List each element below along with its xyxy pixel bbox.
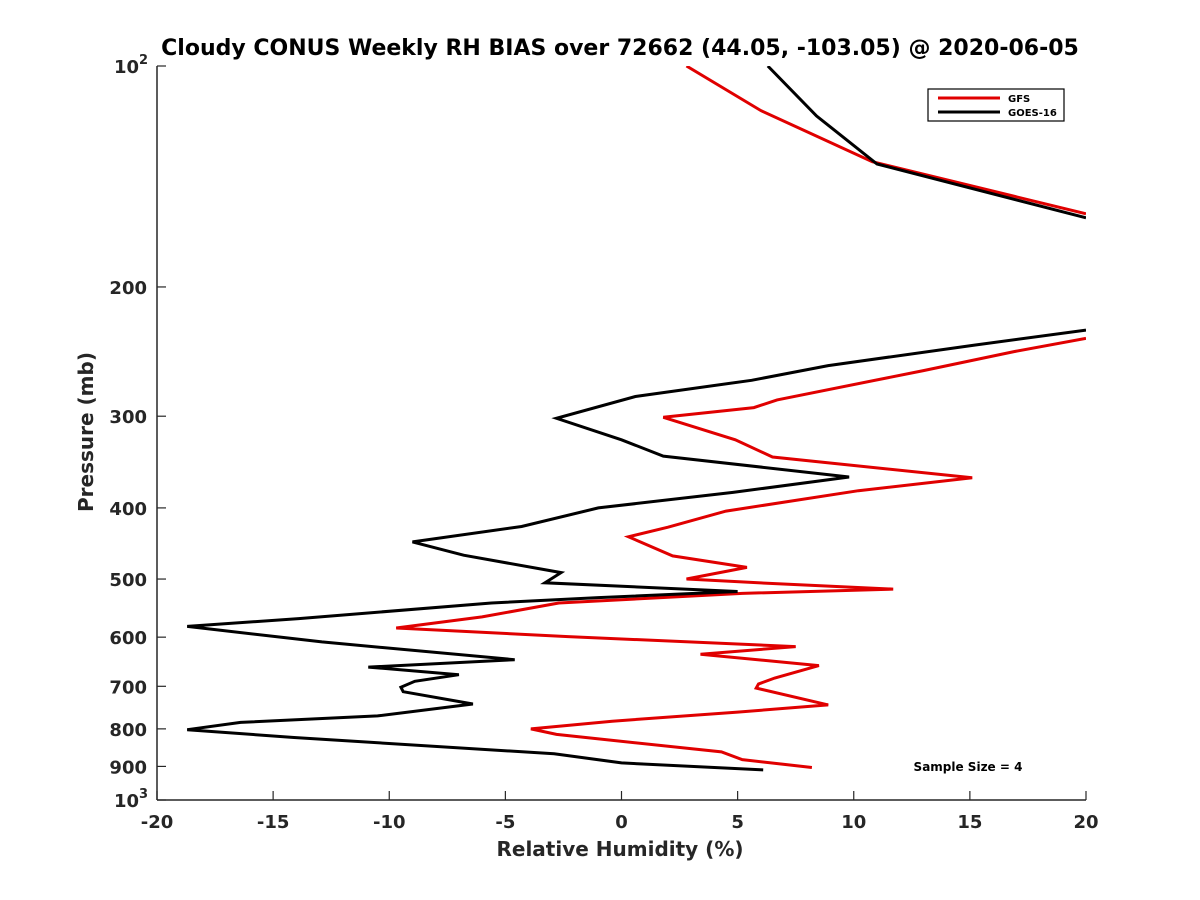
- legend-label: GFS: [1008, 94, 1030, 105]
- y-tick-label: 600: [109, 628, 147, 649]
- y-tick-label: 10: [114, 791, 139, 812]
- y-tick-label: 400: [109, 499, 147, 520]
- series-line-goes-16: [766, 66, 1086, 220]
- y-tick-exponent: 3: [139, 787, 148, 802]
- chart-title: Cloudy CONUS Weekly RH BIAS over 72662 (…: [161, 36, 1079, 61]
- y-tick-label: 700: [109, 677, 147, 698]
- series-lines: [186, 66, 1086, 772]
- y-tick-exponent: 2: [139, 53, 148, 68]
- y-tick-label: 900: [109, 757, 147, 778]
- y-tick-label: 200: [109, 278, 147, 299]
- x-tick-label: -5: [495, 812, 515, 833]
- x-tick-label: -20: [141, 812, 174, 833]
- series-line-goes-16: [186, 328, 1086, 772]
- x-tick-label: -10: [373, 812, 406, 833]
- sample-size-annotation: Sample Size = 4: [914, 760, 1023, 774]
- y-tick-label: 500: [109, 570, 147, 591]
- legend-label: GOES-16: [1008, 108, 1057, 119]
- y-tick-label: 300: [109, 407, 147, 428]
- x-tick-label: 0: [615, 812, 628, 833]
- x-tick-label: 10: [841, 812, 866, 833]
- y-tick-label: 10: [114, 57, 139, 78]
- y-axis-label: Pressure (mb): [74, 352, 98, 512]
- legend-box: [927, 88, 1065, 122]
- legend: GFS GOES-16: [927, 88, 1065, 122]
- x-axis-label: Relative Humidity (%): [496, 837, 743, 861]
- y-tick-label: 800: [109, 720, 147, 741]
- x-tick-label: 15: [957, 812, 982, 833]
- series-line-gfs: [396, 336, 1086, 769]
- x-tick-label: 5: [731, 812, 744, 833]
- series-line-gfs: [685, 66, 1086, 216]
- x-tick-label: 20: [1073, 812, 1098, 833]
- x-tick-label: -15: [257, 812, 290, 833]
